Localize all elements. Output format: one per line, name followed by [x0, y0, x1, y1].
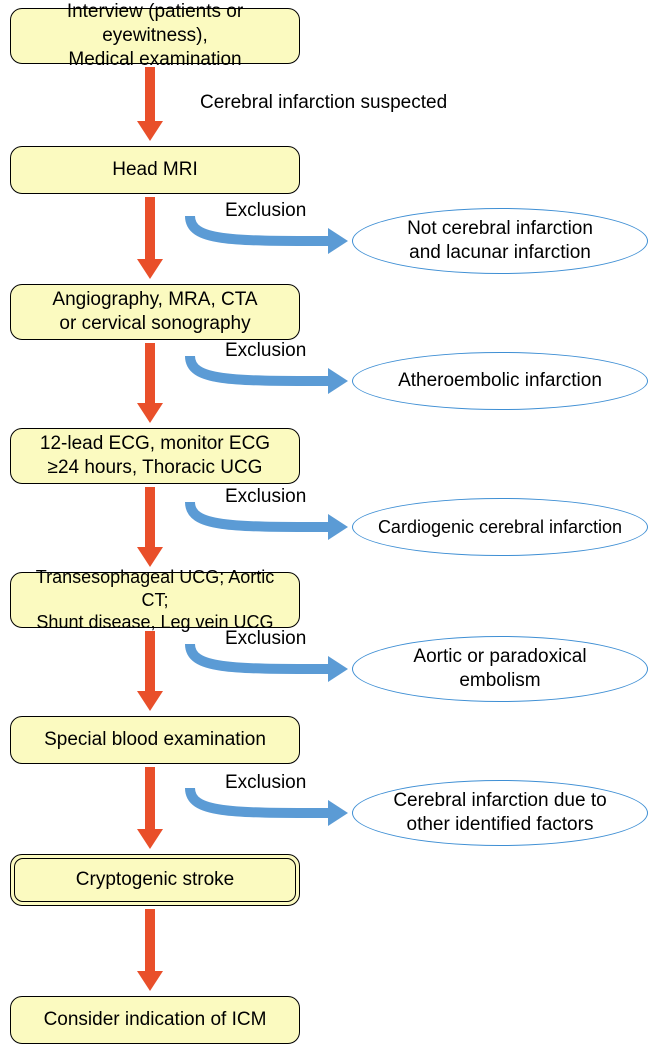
node-label: Consider indication of ICM [44, 1008, 267, 1032]
exclusion-node-e5: Cerebral infarction due to other identif… [352, 780, 648, 846]
node-label: Cerebral infarction due to other identif… [393, 789, 606, 837]
flow-node-n8: Consider indication of ICM [10, 996, 300, 1044]
exclusion-node-e1: Not cerebral infarction and lacunar infa… [352, 208, 648, 274]
node-label: Head MRI [112, 158, 198, 182]
flow-node-label: Cryptogenic stroke [76, 868, 234, 892]
flowchart-canvas: Interview (patients or eyewitness), Medi… [0, 0, 670, 1064]
flow-node-n2: Head MRI [10, 146, 300, 194]
edge-label-b3: Exclusion [225, 486, 306, 508]
flow-node-n5: Transesophageal UCG; Aortic CT; Shunt di… [10, 572, 300, 628]
node-label: Angiography, MRA, CTA or cervical sonogr… [52, 288, 257, 336]
node-label: Transesophageal UCG; Aortic CT; Shunt di… [21, 566, 289, 634]
edge-label-b4: Exclusion [225, 628, 306, 650]
flow-node-n4: 12-lead ECG, monitor ECG ≥24 hours, Thor… [10, 428, 300, 484]
exclusion-node-e2: Atheroembolic infarction [352, 352, 648, 410]
node-label: Special blood examination [44, 728, 266, 752]
edge-label-b5: Exclusion [225, 772, 306, 794]
node-label: Aortic or paradoxical embolism [413, 645, 586, 693]
edge-label-b1: Exclusion [225, 200, 306, 222]
exclusion-node-e4: Aortic or paradoxical embolism [352, 636, 648, 702]
node-label: Not cerebral infarction and lacunar infa… [407, 217, 593, 265]
edge-label-b2: Exclusion [225, 340, 306, 362]
flow-node-n1: Interview (patients or eyewitness), Medi… [10, 8, 300, 64]
node-label: Atheroembolic infarction [398, 369, 602, 393]
flow-node-n6: Special blood examination [10, 716, 300, 764]
flow-node-n7: Cryptogenic stroke [10, 854, 300, 906]
node-label: Cardiogenic cerebral infarction [378, 516, 622, 539]
node-label: 12-lead ECG, monitor ECG ≥24 hours, Thor… [40, 432, 270, 480]
edge-label-a1: Cerebral infarction suspected [200, 92, 447, 114]
exclusion-node-e3: Cardiogenic cerebral infarction [352, 498, 648, 556]
flow-node-n3: Angiography, MRA, CTA or cervical sonogr… [10, 284, 300, 340]
node-label: Interview (patients or eyewitness), Medi… [21, 0, 289, 71]
